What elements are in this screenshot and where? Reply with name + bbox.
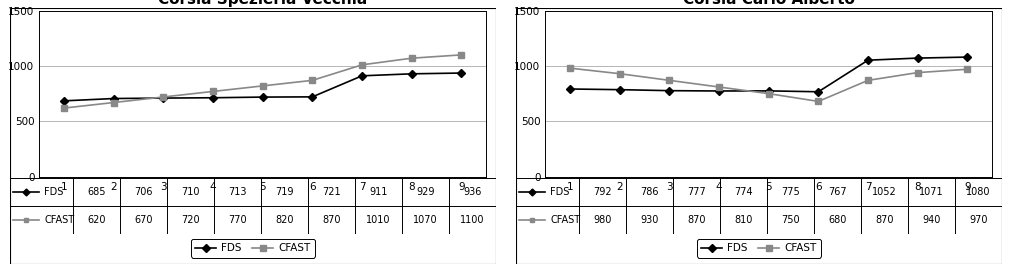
Text: FDS: FDS: [44, 187, 64, 197]
Text: 936: 936: [463, 187, 481, 197]
Title: Corsia Carlo Alberto: Corsia Carlo Alberto: [682, 0, 854, 7]
Text: 1071: 1071: [918, 187, 943, 197]
Text: 685: 685: [87, 187, 106, 197]
Text: 1052: 1052: [871, 187, 896, 197]
Text: 720: 720: [181, 215, 200, 225]
Text: FDS: FDS: [550, 187, 569, 197]
Text: 721: 721: [321, 187, 341, 197]
Text: 820: 820: [275, 215, 293, 225]
Text: 710: 710: [181, 187, 200, 197]
Text: 792: 792: [592, 187, 612, 197]
Legend: FDS, CFAST: FDS, CFAST: [697, 239, 820, 258]
Text: 1010: 1010: [366, 215, 390, 225]
Text: 774: 774: [734, 187, 752, 197]
Text: 786: 786: [640, 187, 658, 197]
Text: 929: 929: [416, 187, 435, 197]
Text: 767: 767: [827, 187, 846, 197]
Text: 870: 870: [321, 215, 341, 225]
Text: 1100: 1100: [460, 215, 484, 225]
Text: 713: 713: [228, 187, 247, 197]
Text: 940: 940: [921, 215, 939, 225]
Text: 970: 970: [969, 215, 987, 225]
Title: Corsia Spezieria Vecchia: Corsia Spezieria Vecchia: [158, 0, 367, 7]
Text: CFAST: CFAST: [44, 215, 74, 225]
Text: CFAST: CFAST: [550, 215, 579, 225]
Text: 719: 719: [275, 187, 293, 197]
Text: 750: 750: [780, 215, 799, 225]
Text: 870: 870: [686, 215, 706, 225]
Text: 810: 810: [734, 215, 752, 225]
Text: 870: 870: [875, 215, 893, 225]
Text: 777: 777: [686, 187, 706, 197]
Text: 770: 770: [228, 215, 247, 225]
Legend: FDS, CFAST: FDS, CFAST: [191, 239, 314, 258]
Text: 775: 775: [780, 187, 799, 197]
Text: 706: 706: [134, 187, 153, 197]
Text: 911: 911: [369, 187, 387, 197]
Text: 1080: 1080: [966, 187, 990, 197]
Text: 620: 620: [87, 215, 106, 225]
Text: 980: 980: [593, 215, 612, 225]
Text: 1070: 1070: [412, 215, 438, 225]
Text: 670: 670: [134, 215, 153, 225]
Text: 930: 930: [640, 215, 658, 225]
Text: 680: 680: [828, 215, 846, 225]
